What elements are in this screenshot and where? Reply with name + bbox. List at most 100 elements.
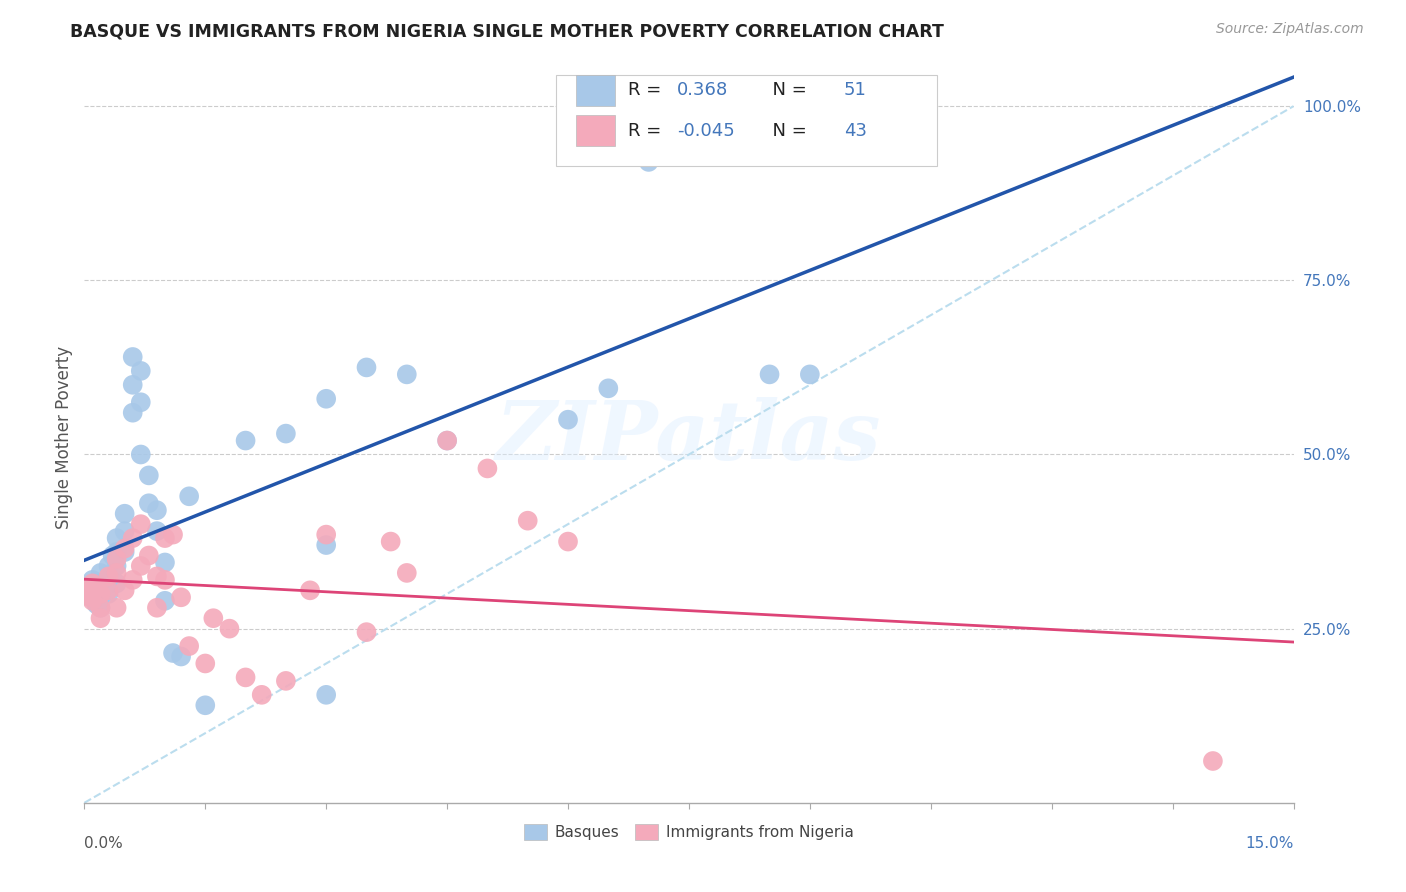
- Point: [114, 524, 136, 538]
- Point: [114, 541, 136, 556]
- Point: [97, 587, 120, 601]
- Point: [477, 461, 499, 475]
- Point: [202, 611, 225, 625]
- Point: [758, 368, 780, 382]
- Point: [86, 580, 108, 594]
- Point: [121, 406, 143, 420]
- Point: [105, 576, 128, 591]
- Point: [170, 649, 193, 664]
- Point: [436, 434, 458, 448]
- Point: [395, 368, 418, 382]
- Point: [315, 392, 337, 406]
- Text: 43: 43: [844, 121, 866, 140]
- Point: [380, 534, 402, 549]
- Point: [235, 434, 257, 448]
- Point: [129, 364, 152, 378]
- Point: [97, 583, 120, 598]
- Point: [89, 600, 111, 615]
- Point: [235, 670, 257, 684]
- Point: [86, 597, 108, 611]
- FancyBboxPatch shape: [576, 75, 616, 105]
- Point: [162, 646, 184, 660]
- Point: [129, 558, 152, 573]
- Point: [395, 566, 418, 580]
- Point: [105, 600, 128, 615]
- Point: [356, 360, 378, 375]
- Point: [516, 514, 538, 528]
- Point: [315, 538, 337, 552]
- Point: [82, 576, 104, 591]
- Point: [162, 527, 184, 541]
- FancyBboxPatch shape: [576, 115, 616, 146]
- Point: [194, 698, 217, 713]
- Text: 0.368: 0.368: [676, 81, 728, 99]
- Point: [105, 566, 128, 580]
- FancyBboxPatch shape: [555, 75, 936, 167]
- Point: [153, 556, 176, 570]
- Y-axis label: Single Mother Poverty: Single Mother Poverty: [55, 345, 73, 529]
- Point: [799, 368, 821, 382]
- Text: R =: R =: [628, 121, 668, 140]
- Point: [146, 569, 169, 583]
- Point: [89, 566, 111, 580]
- Point: [129, 395, 152, 409]
- Text: -0.045: -0.045: [676, 121, 734, 140]
- Point: [250, 688, 273, 702]
- Point: [153, 594, 176, 608]
- Point: [97, 569, 120, 583]
- Point: [315, 688, 337, 702]
- Point: [105, 531, 128, 545]
- Point: [153, 573, 176, 587]
- Point: [129, 448, 152, 462]
- Text: 51: 51: [844, 81, 866, 99]
- Text: N =: N =: [762, 121, 813, 140]
- Point: [179, 489, 201, 503]
- Point: [129, 517, 152, 532]
- Point: [194, 657, 217, 671]
- Point: [436, 434, 458, 448]
- Point: [138, 468, 160, 483]
- Point: [1202, 754, 1225, 768]
- Point: [598, 381, 620, 395]
- Point: [105, 545, 128, 559]
- Point: [97, 558, 120, 573]
- Text: Source: ZipAtlas.com: Source: ZipAtlas.com: [1216, 22, 1364, 37]
- Point: [82, 594, 104, 608]
- Point: [89, 576, 111, 591]
- Text: 0.0%: 0.0%: [84, 836, 124, 851]
- Point: [146, 524, 169, 538]
- Point: [114, 545, 136, 559]
- Point: [114, 507, 136, 521]
- Point: [121, 531, 143, 545]
- Point: [101, 549, 124, 563]
- Legend: Basques, Immigrants from Nigeria: Basques, Immigrants from Nigeria: [519, 818, 859, 847]
- Point: [138, 496, 160, 510]
- Point: [637, 155, 659, 169]
- Point: [77, 583, 100, 598]
- Point: [89, 591, 111, 605]
- Point: [114, 583, 136, 598]
- Point: [121, 377, 143, 392]
- Point: [315, 527, 337, 541]
- Text: ZIPatlas: ZIPatlas: [496, 397, 882, 477]
- Text: N =: N =: [762, 81, 813, 99]
- Point: [146, 600, 169, 615]
- Point: [89, 600, 111, 615]
- Point: [89, 587, 111, 601]
- Point: [105, 558, 128, 573]
- Point: [146, 503, 169, 517]
- Point: [299, 583, 322, 598]
- Point: [77, 583, 100, 598]
- Point: [97, 573, 120, 587]
- Point: [80, 591, 103, 605]
- Point: [179, 639, 201, 653]
- Point: [274, 673, 297, 688]
- Point: [170, 591, 193, 605]
- Point: [121, 573, 143, 587]
- Point: [274, 426, 297, 441]
- Point: [83, 587, 105, 601]
- Point: [356, 625, 378, 640]
- Point: [621, 148, 644, 162]
- Point: [80, 591, 103, 605]
- Text: BASQUE VS IMMIGRANTS FROM NIGERIA SINGLE MOTHER POVERTY CORRELATION CHART: BASQUE VS IMMIGRANTS FROM NIGERIA SINGLE…: [70, 22, 945, 40]
